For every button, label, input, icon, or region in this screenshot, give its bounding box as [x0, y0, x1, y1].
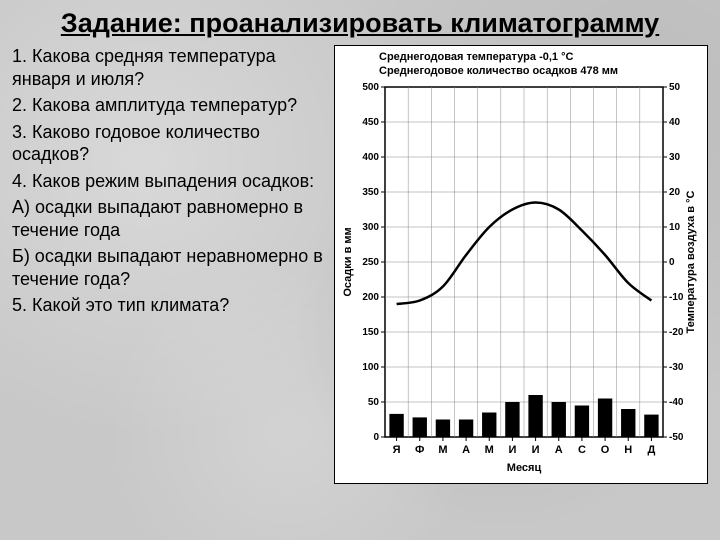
- chart-panel: Среднегодовая температура -0,1 °С Средне…: [334, 45, 708, 484]
- svg-text:50: 50: [368, 397, 380, 408]
- svg-text:-40: -40: [669, 397, 684, 408]
- climatogram-chart: 050100150200250300350400450500-50-40-30-…: [337, 81, 705, 481]
- svg-text:500: 500: [362, 82, 379, 93]
- svg-text:-30: -30: [669, 362, 684, 373]
- svg-text:Я: Я: [393, 444, 401, 456]
- svg-text:250: 250: [362, 257, 379, 268]
- svg-text:Ф: Ф: [415, 444, 424, 456]
- svg-text:40: 40: [669, 117, 681, 128]
- svg-text:20: 20: [669, 187, 681, 198]
- svg-text:И: И: [532, 444, 540, 456]
- svg-text:А: А: [462, 444, 470, 456]
- svg-text:А: А: [555, 444, 563, 456]
- svg-text:М: М: [438, 444, 447, 456]
- svg-text:300: 300: [362, 222, 379, 233]
- svg-text:Температура воздуха в °С: Температура воздуха в °С: [685, 190, 697, 333]
- svg-text:Н: Н: [624, 444, 632, 456]
- svg-text:Д: Д: [647, 444, 655, 456]
- question-4b: Б) осадки выпадают неравномерно в течени…: [12, 245, 326, 290]
- chart-header: Среднегодовая температура -0,1 °С Средне…: [337, 50, 705, 81]
- svg-text:200: 200: [362, 292, 379, 303]
- svg-text:150: 150: [362, 327, 379, 338]
- svg-text:400: 400: [362, 152, 379, 163]
- svg-text:-50: -50: [669, 432, 684, 443]
- svg-text:450: 450: [362, 117, 379, 128]
- svg-text:Месяц: Месяц: [507, 462, 542, 474]
- svg-text:50: 50: [669, 82, 681, 93]
- header-temp: Среднегодовая температура -0,1 °С: [379, 50, 705, 64]
- header-precip: Среднегодовое количество осадков 478 мм: [379, 64, 705, 78]
- svg-text:Осадки в мм: Осадки в мм: [342, 227, 354, 296]
- svg-text:М: М: [485, 444, 494, 456]
- question-4: 4. Каков режим выпадения осадков:: [12, 170, 326, 193]
- content-row: 1. Какова средняя температура января и и…: [0, 45, 720, 484]
- svg-text:С: С: [578, 444, 586, 456]
- page-title: Задание: проанализировать климатограмму: [0, 0, 720, 45]
- svg-text:-20: -20: [669, 327, 684, 338]
- svg-text:И: И: [508, 444, 516, 456]
- svg-text:30: 30: [669, 152, 681, 163]
- questions-panel: 1. Какова средняя температура января и и…: [12, 45, 334, 484]
- svg-text:350: 350: [362, 187, 379, 198]
- svg-text:100: 100: [362, 362, 379, 373]
- question-4a: А) осадки выпадают равномерно в течение …: [12, 196, 326, 241]
- question-2: 2. Какова амплитуда температур?: [12, 94, 326, 117]
- question-1: 1. Какова средняя температура января и и…: [12, 45, 326, 90]
- question-5: 5. Какой это тип климата?: [12, 294, 326, 317]
- svg-text:О: О: [601, 444, 610, 456]
- question-3: 3. Каково годовое количество осадков?: [12, 121, 326, 166]
- svg-text:-10: -10: [669, 292, 684, 303]
- svg-text:0: 0: [669, 257, 675, 268]
- svg-text:10: 10: [669, 222, 681, 233]
- svg-text:0: 0: [373, 432, 379, 443]
